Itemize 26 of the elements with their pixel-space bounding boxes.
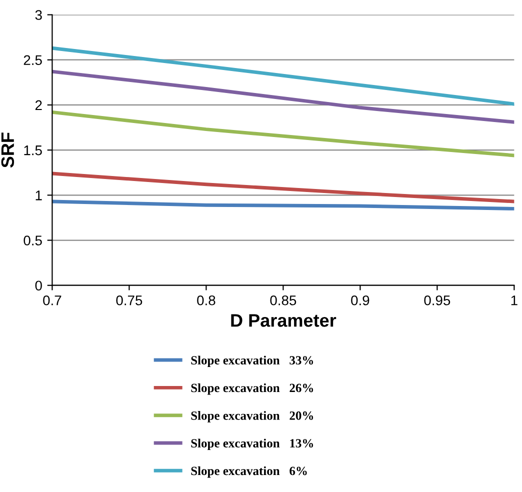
x-tick-label: 0.8 <box>197 295 216 306</box>
y-tick-label: 1.5 <box>24 146 42 156</box>
x-tick-label: 0.9 <box>351 295 370 306</box>
x-axis-title: D Parameter <box>231 314 336 327</box>
x-tick-label: 0.7 <box>43 295 62 306</box>
y-tick-label: 3 <box>35 10 42 20</box>
line-series <box>52 110 514 158</box>
x-tick-label: 0.95 <box>424 295 450 306</box>
y-tick-label: 2.5 <box>24 55 42 66</box>
y-tick-label: 1 <box>36 190 42 200</box>
x-tick-label: 0.85 <box>270 295 296 306</box>
line-series <box>52 46 514 106</box>
legend-label: Slope excavation 20% <box>191 411 314 422</box>
line-series <box>52 70 514 124</box>
y-axis-title: SRF <box>1 132 14 168</box>
y-tick-label: 2 <box>35 100 42 110</box>
line-series <box>52 172 514 204</box>
legend-label: Slope excavation 13% <box>191 438 314 450</box>
y-tick-label: 0 <box>35 280 42 291</box>
y-tick-label: 0.5 <box>24 236 42 246</box>
x-tick-label: 1 <box>511 296 518 306</box>
x-tick-label: 0.75 <box>116 295 142 306</box>
line-series <box>52 200 514 210</box>
legend-label: Slope excavation 33% <box>191 356 314 368</box>
legend-label: Slope excavation 26% <box>191 383 314 395</box>
legend-label: Slope excavation 6% <box>191 466 307 478</box>
